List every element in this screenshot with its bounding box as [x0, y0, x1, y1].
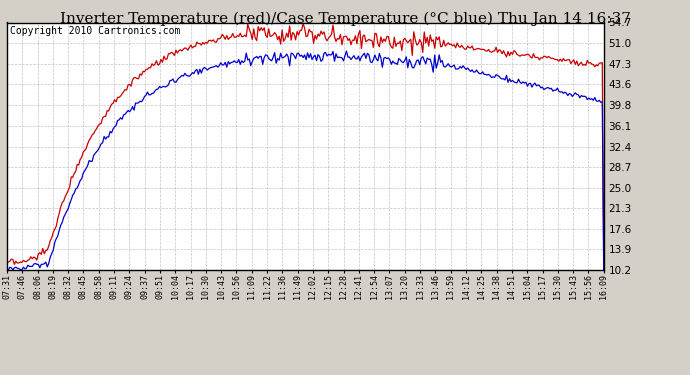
Text: Copyright 2010 Cartronics.com: Copyright 2010 Cartronics.com [10, 26, 180, 36]
Text: Inverter Temperature (red)/Case Temperature (°C blue) Thu Jan 14 16:37: Inverter Temperature (red)/Case Temperat… [59, 11, 631, 26]
